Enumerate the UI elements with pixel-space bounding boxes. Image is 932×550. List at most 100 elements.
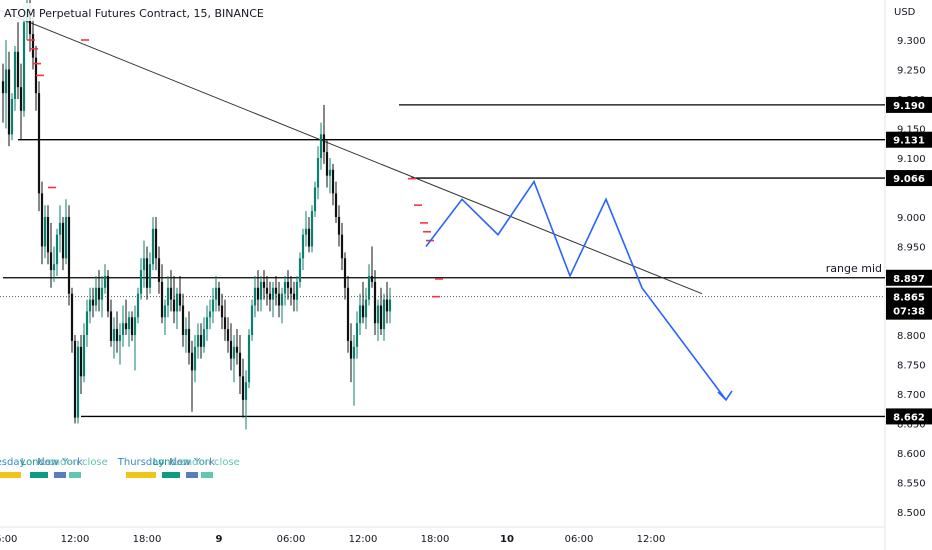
trendline	[0, 10, 703, 295]
candle-body	[307, 228, 311, 247]
candle-body	[187, 329, 191, 353]
candle-body	[253, 287, 257, 306]
candle-body	[295, 281, 299, 300]
x-tick-label: 12:00	[61, 534, 90, 545]
candle-body	[85, 311, 89, 335]
candle-body	[361, 305, 365, 318]
candle-body	[274, 287, 278, 294]
candle-body	[70, 293, 74, 341]
candle-body	[1, 81, 5, 94]
y-tick-label: 8.750	[897, 361, 926, 372]
session-label: London close	[174, 457, 240, 468]
candle-body	[328, 169, 332, 176]
y-tick-label: 8.550	[897, 479, 926, 490]
projection-path	[425, 179, 727, 401]
candle-body	[154, 228, 158, 259]
candle-body	[10, 99, 14, 135]
candle-body	[163, 305, 167, 318]
candle-body	[94, 287, 98, 306]
y-tick-label: 9.250	[897, 66, 926, 77]
candle-body	[49, 252, 53, 271]
level-price-tag	[886, 170, 932, 187]
candle-body	[136, 293, 140, 318]
candle-body	[388, 299, 392, 312]
candle-body	[43, 217, 47, 247]
candle-body	[73, 340, 77, 418]
candle-body	[46, 217, 50, 253]
candle-body	[76, 346, 80, 418]
candle-body	[118, 335, 122, 341]
candle-body	[172, 299, 176, 312]
candle-body	[205, 317, 209, 330]
candle-body	[343, 258, 347, 288]
candle-body	[82, 335, 86, 377]
x-tick-label: 18:00	[133, 534, 162, 545]
candle-body	[166, 287, 170, 306]
candle-body	[223, 317, 227, 330]
candle-body	[193, 346, 197, 371]
candle-body	[175, 293, 179, 312]
candle-body	[196, 335, 200, 347]
y-tick-label: 8.500	[897, 508, 926, 519]
candle-body	[319, 134, 323, 158]
candle-body	[160, 281, 164, 318]
candle-body	[325, 152, 329, 176]
candle-body	[97, 287, 101, 300]
candle-body	[226, 329, 230, 341]
candle-body	[220, 305, 224, 318]
candle-body	[139, 270, 143, 294]
candle-body	[235, 346, 239, 353]
candle-body	[22, 22, 26, 111]
candle-body	[109, 311, 113, 341]
candle-body	[124, 323, 128, 330]
candle-body	[376, 305, 380, 324]
candle-body	[4, 69, 8, 94]
current-price-tag	[886, 287, 932, 320]
projection-arrowhead	[717, 390, 733, 402]
x-tick-label: 06:00	[565, 534, 594, 545]
candle-body	[289, 287, 293, 294]
candle-body	[244, 382, 248, 400]
candle-body	[184, 329, 188, 335]
candle-body	[133, 317, 137, 335]
candle-body	[355, 323, 359, 347]
candle-body	[127, 317, 131, 330]
x-tick-label: 18:00	[421, 534, 450, 545]
session-bar	[201, 472, 213, 478]
candle-body	[157, 258, 161, 282]
candle-body	[31, 34, 35, 58]
candle-body	[199, 335, 203, 347]
candle-body	[142, 258, 146, 271]
candle-body	[148, 264, 152, 288]
session-label: Thursday	[117, 457, 165, 468]
candle-body	[385, 299, 389, 312]
candle-body	[379, 305, 383, 330]
y-tick-label: 9.300	[897, 36, 926, 47]
session-bar	[162, 472, 180, 478]
candle-body	[241, 376, 245, 400]
candle-body	[28, 10, 32, 35]
session-bar	[69, 472, 81, 478]
candle-body	[316, 158, 320, 188]
currency-label: USD	[894, 7, 916, 18]
level-price-tag	[886, 131, 932, 148]
title-backdrop	[0, 3, 250, 21]
candle-body	[181, 305, 185, 335]
session-label: New York	[169, 457, 215, 468]
candle-body	[334, 193, 338, 217]
y-tick-label: 8.700	[897, 390, 926, 401]
candle-body	[67, 217, 71, 294]
y-tick-label: 9.000	[897, 213, 926, 224]
candle-body	[277, 293, 281, 306]
y-tick-label: 8.600	[897, 449, 926, 460]
level-price-tag	[886, 96, 932, 113]
x-tick-label: 06:00	[0, 534, 17, 545]
session-bar	[186, 472, 198, 478]
level-price-label: 9.066	[893, 174, 925, 185]
y-tick-label: 9.150	[897, 125, 926, 136]
candle-body	[112, 329, 116, 341]
candle-body	[208, 311, 212, 318]
session-bar	[30, 472, 48, 478]
candle-body	[271, 287, 275, 300]
